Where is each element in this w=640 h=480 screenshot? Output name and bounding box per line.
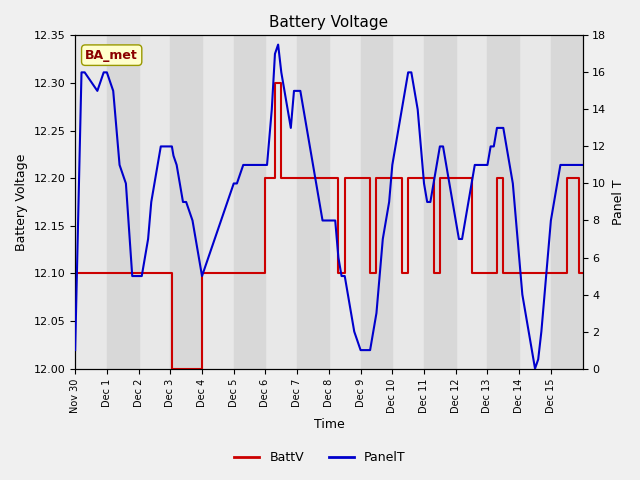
Y-axis label: Battery Voltage: Battery Voltage — [15, 153, 28, 251]
Title: Battery Voltage: Battery Voltage — [269, 15, 388, 30]
Bar — [297, 36, 329, 369]
X-axis label: Time: Time — [314, 419, 344, 432]
Bar — [424, 36, 456, 369]
Legend: BattV, PanelT: BattV, PanelT — [229, 446, 411, 469]
Bar — [234, 36, 266, 369]
Bar — [488, 36, 519, 369]
Text: BA_met: BA_met — [85, 48, 138, 61]
Bar — [360, 36, 392, 369]
Bar — [107, 36, 139, 369]
Bar — [170, 36, 202, 369]
Bar — [551, 36, 582, 369]
Y-axis label: Panel T: Panel T — [612, 179, 625, 225]
